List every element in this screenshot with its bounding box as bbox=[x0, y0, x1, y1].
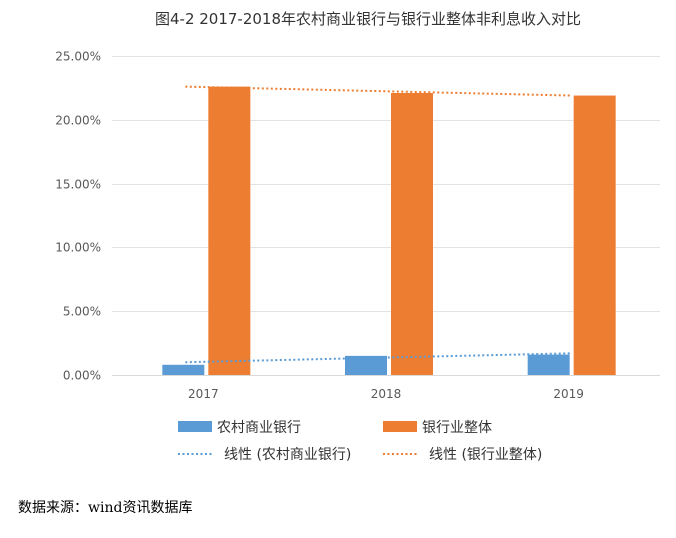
source-note: 数据来源：wind资讯数据库 bbox=[18, 500, 193, 516]
x-tick-label: 2019 bbox=[553, 387, 584, 401]
legend-trend-label: 线性 (银行业整体) bbox=[429, 447, 542, 463]
legend-label: 农村商业银行 bbox=[217, 420, 301, 436]
chart-title: 图4-2 2017-2018年农村商业银行与银行业整体非利息收入对比 bbox=[155, 10, 581, 28]
bar-banking-industry-2017 bbox=[208, 86, 251, 376]
x-tick-label: 2018 bbox=[371, 387, 402, 401]
y-tick-label: 25.00% bbox=[55, 50, 101, 64]
y-tick-label: 0.00% bbox=[63, 369, 101, 383]
x-axis-ticks: 2017 2018 2019 bbox=[188, 387, 584, 401]
legend-label: 银行业整体 bbox=[422, 420, 492, 436]
y-axis-ticks: 0.00% 5.00% 10.00% 15.00% 20.00% 25.00% bbox=[55, 50, 101, 383]
legend-swatch bbox=[383, 421, 417, 432]
x-tick-label: 2017 bbox=[188, 387, 219, 401]
trendline-banking-industry bbox=[185, 85, 571, 97]
y-tick-label: 20.00% bbox=[55, 114, 101, 128]
gridlines bbox=[112, 56, 660, 312]
bar-banking-industry-2019 bbox=[573, 95, 616, 375]
bar-rural-bank-2018 bbox=[345, 355, 387, 375]
bar-banking-industry-2018 bbox=[391, 93, 433, 375]
trendline-rural-bank bbox=[185, 352, 571, 364]
bar-rural-bank-2017 bbox=[162, 364, 205, 375]
legend-trend-label: 线性 (农村商业银行) bbox=[224, 447, 351, 463]
bar-rural-bank-2019 bbox=[527, 354, 570, 375]
y-tick-label: 10.00% bbox=[55, 241, 101, 255]
trendlines bbox=[185, 85, 571, 364]
bars bbox=[162, 86, 616, 376]
y-tick-label: 5.00% bbox=[63, 305, 101, 319]
y-tick-label: 15.00% bbox=[55, 178, 101, 192]
legend-swatch bbox=[178, 421, 212, 432]
